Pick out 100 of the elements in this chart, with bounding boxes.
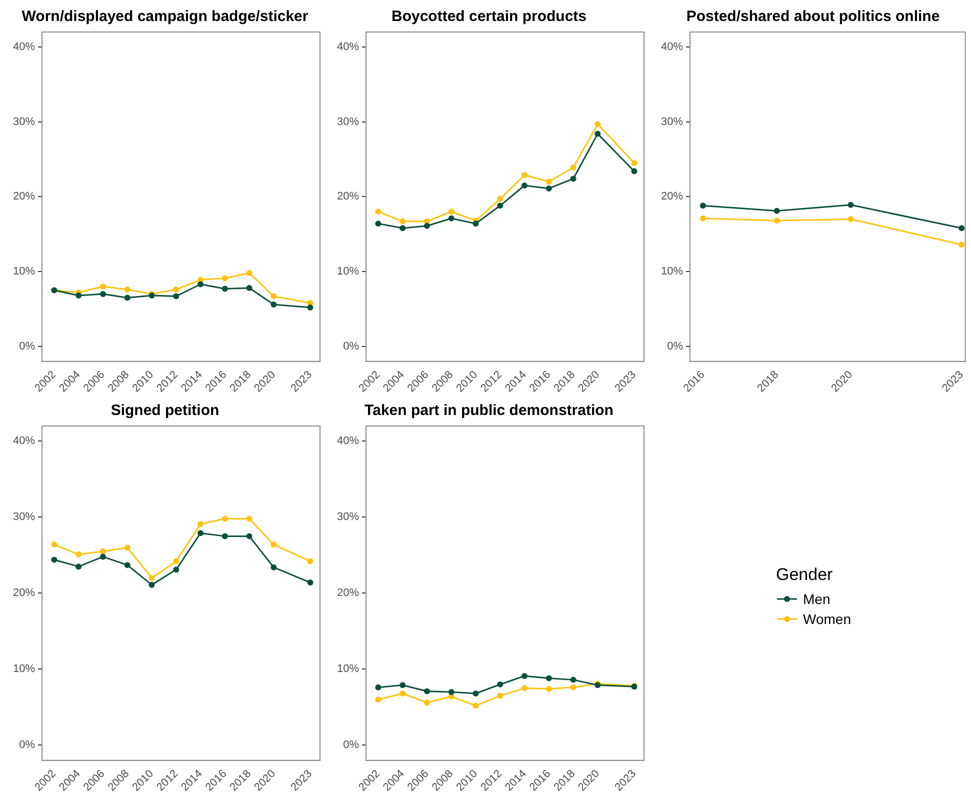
point [774, 218, 780, 224]
point [448, 688, 454, 695]
y-tick-label: 0% [19, 340, 36, 352]
y-tick-label: 10% [660, 266, 684, 278]
point [631, 160, 638, 166]
point [522, 172, 528, 178]
point [270, 564, 277, 570]
y-tick-label: 0% [19, 739, 36, 752]
point [100, 290, 106, 297]
point [222, 533, 228, 540]
point [173, 293, 180, 300]
point [424, 688, 430, 694]
point [631, 168, 638, 174]
point [570, 684, 576, 690]
point [148, 582, 155, 588]
point [400, 218, 406, 224]
point [848, 202, 854, 208]
point [100, 554, 106, 560]
point [270, 301, 277, 308]
chart-title: Worn/displayed campaign badge/sticker [22, 8, 308, 26]
point [124, 544, 130, 551]
y-tick-label: 10% [336, 663, 360, 676]
point [594, 121, 601, 128]
point [522, 685, 528, 692]
point [400, 690, 406, 696]
point [375, 696, 382, 703]
point [222, 516, 228, 522]
point [522, 673, 528, 680]
y-tick-label: 30% [12, 511, 36, 524]
point [497, 196, 504, 202]
y-tick-label: 20% [12, 190, 36, 203]
y-tick-label: 30% [336, 511, 360, 524]
point [472, 702, 479, 709]
point [497, 202, 504, 209]
y-tick-label: 10% [12, 266, 36, 278]
point [100, 548, 106, 554]
y-tick-label: 10% [12, 663, 36, 676]
point [124, 562, 130, 568]
point [307, 304, 314, 310]
point [472, 220, 479, 227]
point [546, 686, 552, 692]
point [173, 558, 180, 564]
point [448, 208, 454, 215]
point [307, 558, 314, 564]
point [522, 182, 528, 188]
point [546, 185, 552, 192]
y-tick-label: 40% [336, 435, 360, 448]
point [448, 215, 454, 222]
point [76, 564, 82, 570]
y-tick-label: 40% [660, 41, 684, 53]
point [424, 222, 430, 229]
point [173, 286, 180, 292]
legend-label: Men [803, 591, 830, 607]
chart-title: Taken part in public demonstration [364, 402, 614, 420]
point [148, 574, 155, 581]
y-tick-label: 40% [336, 41, 360, 53]
point [51, 542, 58, 548]
point [198, 521, 204, 528]
point [375, 684, 382, 690]
point [400, 225, 406, 232]
point [774, 208, 780, 214]
point [570, 176, 576, 182]
y-tick-label: 40% [12, 41, 36, 53]
point [124, 294, 130, 301]
point [100, 284, 106, 290]
point [700, 215, 706, 222]
point [222, 286, 228, 292]
legend-label: Women [803, 611, 851, 627]
point [173, 566, 180, 573]
point [958, 225, 965, 232]
point [958, 242, 965, 248]
point [400, 682, 406, 688]
y-tick-label: 20% [660, 190, 684, 203]
point [222, 275, 228, 282]
chart-title: Signed petition [110, 402, 220, 420]
point [424, 700, 430, 706]
y-tick-label: 10% [336, 266, 360, 278]
point [246, 285, 252, 292]
y-tick-label: 20% [336, 587, 360, 600]
point [76, 292, 82, 298]
point [570, 676, 576, 683]
point [546, 675, 552, 682]
point [594, 130, 601, 137]
y-tick-label: 20% [12, 587, 36, 600]
point [497, 681, 504, 688]
point [700, 202, 706, 209]
point [246, 533, 252, 540]
point [270, 293, 277, 300]
point [124, 286, 130, 292]
y-tick-label: 0% [667, 340, 684, 352]
point [198, 281, 204, 288]
point [570, 164, 576, 170]
chart-title: Boycotted certain products [391, 8, 587, 26]
y-tick-label: 20% [336, 190, 360, 203]
point [472, 690, 479, 696]
y-tick-label: 30% [12, 116, 36, 128]
point [246, 516, 252, 522]
y-tick-label: 0% [343, 340, 360, 352]
point [246, 270, 252, 276]
point [497, 692, 504, 699]
